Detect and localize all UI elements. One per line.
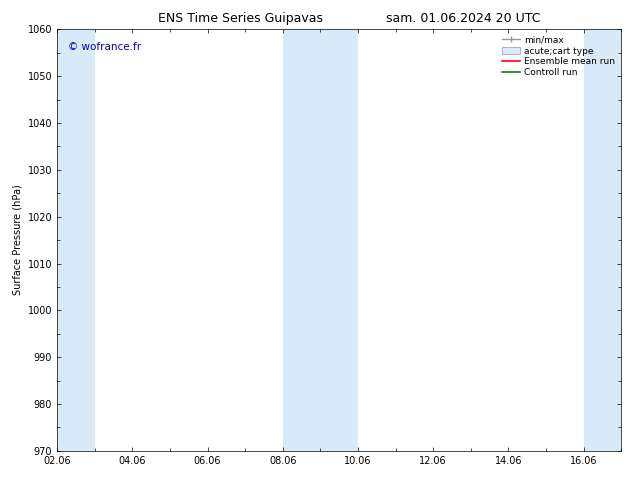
- Bar: [57, 29, 94, 451]
- Bar: [584, 29, 621, 451]
- Y-axis label: Surface Pressure (hPa): Surface Pressure (hPa): [12, 185, 22, 295]
- Text: ENS Time Series Guipavas: ENS Time Series Guipavas: [158, 12, 323, 25]
- Text: sam. 01.06.2024 20 UTC: sam. 01.06.2024 20 UTC: [385, 12, 540, 25]
- Text: © wofrance.fr: © wofrance.fr: [68, 42, 141, 52]
- Legend: min/max, acute;cart type, Ensemble mean run, Controll run: min/max, acute;cart type, Ensemble mean …: [500, 34, 617, 79]
- Bar: [283, 29, 358, 451]
